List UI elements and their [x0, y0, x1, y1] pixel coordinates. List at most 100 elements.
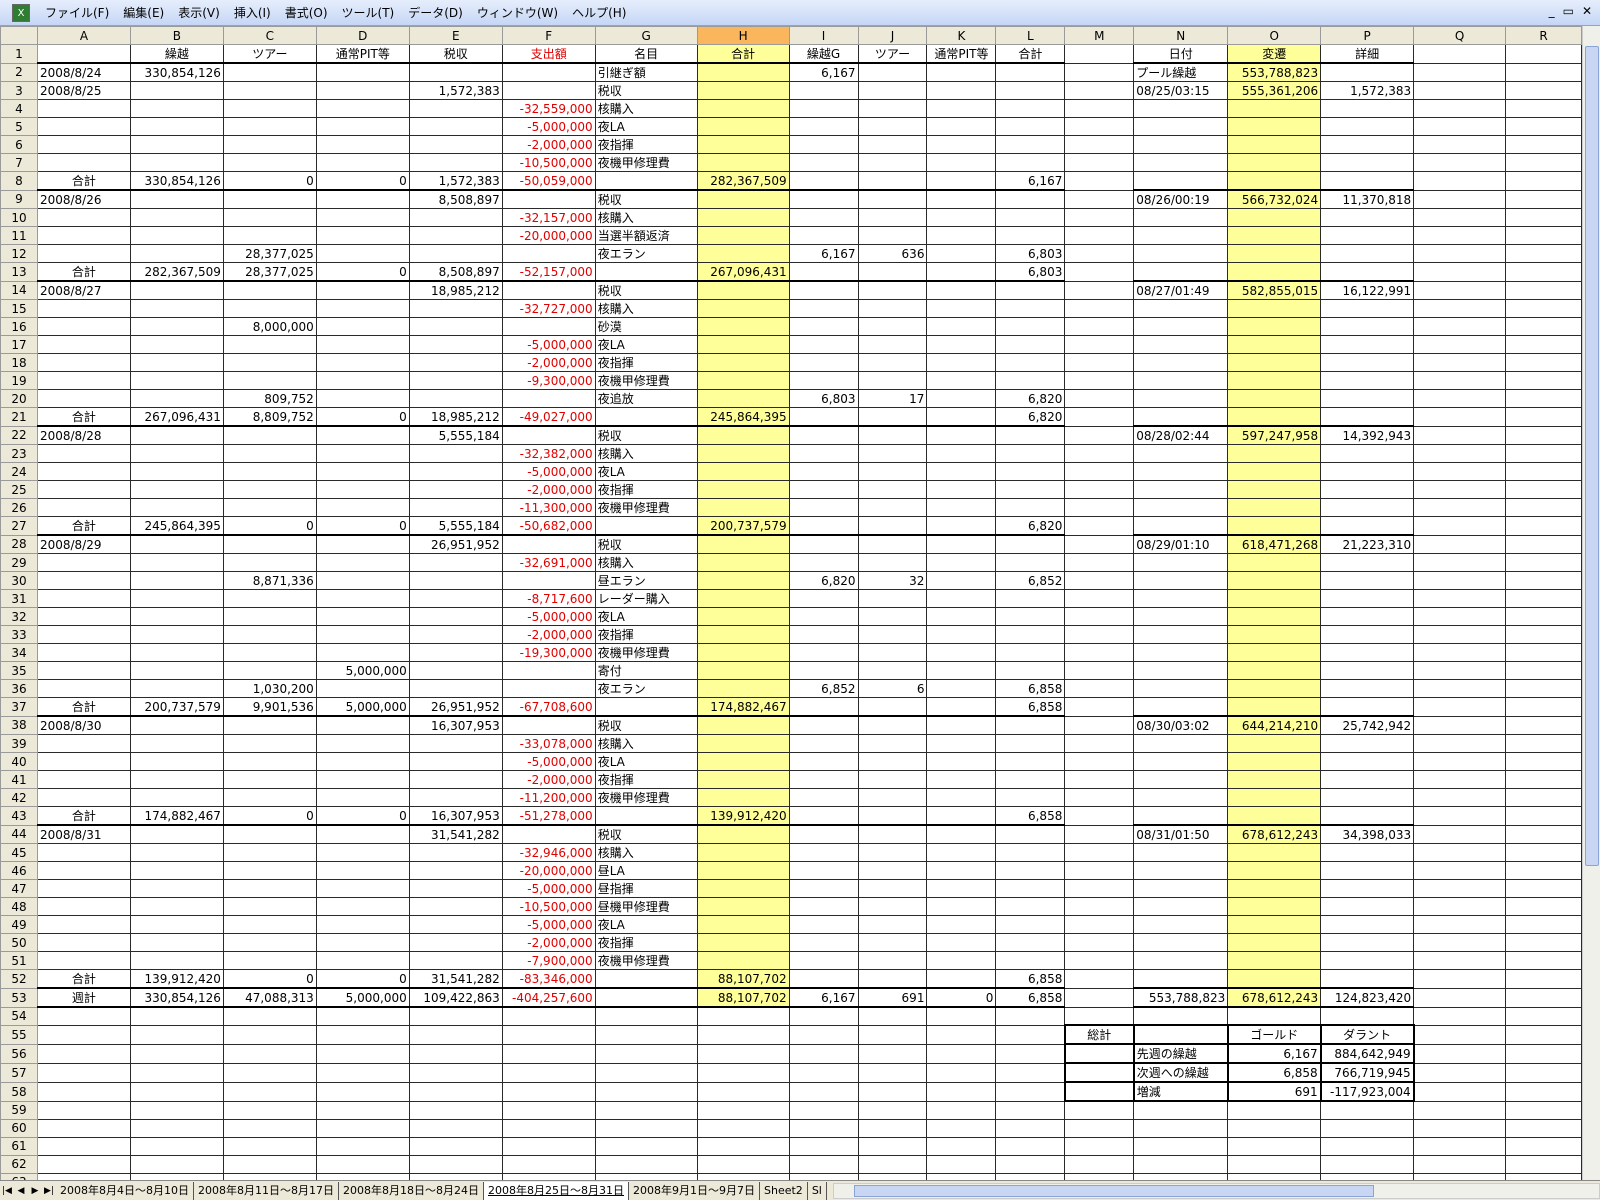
cell-N29[interactable] [1133, 553, 1229, 572]
cell-C38[interactable] [222, 715, 317, 735]
column-header[interactable]: J [857, 26, 928, 45]
cell-B12[interactable] [129, 244, 224, 263]
cell-H33[interactable] [696, 625, 790, 644]
row-header[interactable]: 12 [0, 244, 38, 263]
cell-I22[interactable] [788, 425, 859, 445]
cell-L14[interactable] [995, 280, 1066, 300]
cell-J36[interactable]: 6 [857, 679, 928, 698]
cell-M12[interactable] [1064, 244, 1135, 263]
cell-K1[interactable]: 通常PIT等 [926, 44, 997, 64]
cell-N6[interactable] [1133, 135, 1229, 154]
cell-H57[interactable] [696, 1062, 790, 1083]
cell-E13[interactable]: 8,508,897 [408, 262, 503, 282]
cell-J21[interactable] [857, 407, 928, 427]
cell-C24[interactable] [222, 462, 317, 481]
cell-A35[interactable] [36, 661, 131, 680]
cell-E54[interactable] [408, 1006, 503, 1026]
cell-M25[interactable] [1064, 480, 1135, 499]
cell-N60[interactable] [1133, 1118, 1229, 1138]
cell-H2[interactable] [696, 62, 790, 82]
cell-G12[interactable]: 夜エラン [594, 244, 698, 263]
cell-C31[interactable] [222, 589, 317, 608]
cell-N31[interactable] [1133, 589, 1229, 608]
cell-P19[interactable] [1320, 371, 1415, 390]
cell-H6[interactable] [696, 135, 790, 154]
cell-M2[interactable] [1064, 62, 1135, 82]
cell-O60[interactable] [1227, 1118, 1322, 1138]
cell-B18[interactable] [129, 353, 224, 372]
cell-I44[interactable] [788, 824, 859, 844]
cell-R56[interactable] [1505, 1043, 1582, 1064]
cell-B4[interactable] [129, 99, 224, 118]
cell-L60[interactable] [995, 1118, 1066, 1138]
cell-M5[interactable] [1064, 117, 1135, 136]
cell-F31[interactable]: -8,717,600 [501, 589, 596, 608]
cell-L30[interactable]: 6,852 [995, 571, 1066, 590]
row-header[interactable]: 62 [0, 1154, 38, 1174]
cell-E46[interactable] [408, 861, 503, 880]
cell-F30[interactable] [501, 571, 596, 590]
cell-K53[interactable]: 0 [926, 987, 997, 1008]
cell-I15[interactable] [788, 299, 859, 318]
cell-I9[interactable] [788, 189, 859, 209]
cell-D24[interactable] [315, 462, 410, 481]
cell-N13[interactable] [1133, 262, 1229, 282]
cell-Q20[interactable] [1413, 389, 1506, 408]
cell-D42[interactable] [315, 788, 410, 807]
cell-A27[interactable]: 合計 [36, 516, 131, 536]
cell-F2[interactable] [501, 62, 596, 82]
first-sheet-icon[interactable]: |◀ [2, 1185, 12, 1196]
cell-N30[interactable] [1133, 571, 1229, 590]
cell-O6[interactable] [1227, 135, 1322, 154]
cell-J27[interactable] [857, 516, 928, 536]
cell-B46[interactable] [129, 861, 224, 880]
cell-D4[interactable] [315, 99, 410, 118]
cell-I39[interactable] [788, 734, 859, 753]
menu-item[interactable]: ヘルプ(H) [572, 6, 627, 20]
cell-H35[interactable] [696, 661, 790, 680]
cell-D52[interactable]: 0 [315, 969, 410, 989]
cell-I59[interactable] [788, 1100, 859, 1120]
cell-D60[interactable] [315, 1118, 410, 1138]
cell-P42[interactable] [1320, 788, 1415, 807]
cell-Q49[interactable] [1413, 915, 1506, 934]
cell-B27[interactable]: 245,864,395 [129, 516, 224, 536]
column-header[interactable]: O [1227, 26, 1322, 45]
cell-P5[interactable] [1320, 117, 1415, 136]
cell-A59[interactable] [36, 1100, 131, 1120]
cell-H23[interactable] [696, 444, 790, 463]
cell-K28[interactable] [926, 534, 997, 554]
cell-A48[interactable] [36, 897, 131, 916]
cell-I6[interactable] [788, 135, 859, 154]
cell-P59[interactable] [1320, 1100, 1415, 1120]
cell-N33[interactable] [1133, 625, 1229, 644]
cell-O43[interactable] [1227, 806, 1322, 826]
menu-item[interactable]: ファイル(F) [45, 6, 110, 20]
column-header[interactable]: G [594, 26, 698, 45]
row-header[interactable]: 10 [0, 208, 38, 227]
cell-R2[interactable] [1505, 62, 1582, 82]
cell-G1[interactable]: 名目 [594, 44, 698, 64]
cell-I60[interactable] [788, 1118, 859, 1138]
cell-F4[interactable]: -32,559,000 [501, 99, 596, 118]
cell-C49[interactable] [222, 915, 317, 934]
cell-K44[interactable] [926, 824, 997, 844]
cell-A26[interactable] [36, 498, 131, 517]
cell-O25[interactable] [1227, 480, 1322, 499]
cell-N62[interactable] [1133, 1154, 1229, 1174]
cell-E27[interactable]: 5,555,184 [408, 516, 503, 536]
cell-B9[interactable] [129, 189, 224, 209]
cell-O61[interactable] [1227, 1136, 1322, 1156]
cell-A11[interactable] [36, 226, 131, 245]
cell-J22[interactable] [857, 425, 928, 445]
cell-G19[interactable]: 夜機甲修理費 [594, 371, 698, 390]
cell-K49[interactable] [926, 915, 997, 934]
cell-Q7[interactable] [1413, 153, 1506, 172]
cell-D31[interactable] [315, 589, 410, 608]
cell-E14[interactable]: 18,985,212 [408, 280, 503, 300]
cell-P24[interactable] [1320, 462, 1415, 481]
cell-B53[interactable]: 330,854,126 [129, 987, 224, 1008]
cell-C26[interactable] [222, 498, 317, 517]
cell-D13[interactable]: 0 [315, 262, 410, 282]
cell-P6[interactable] [1320, 135, 1415, 154]
